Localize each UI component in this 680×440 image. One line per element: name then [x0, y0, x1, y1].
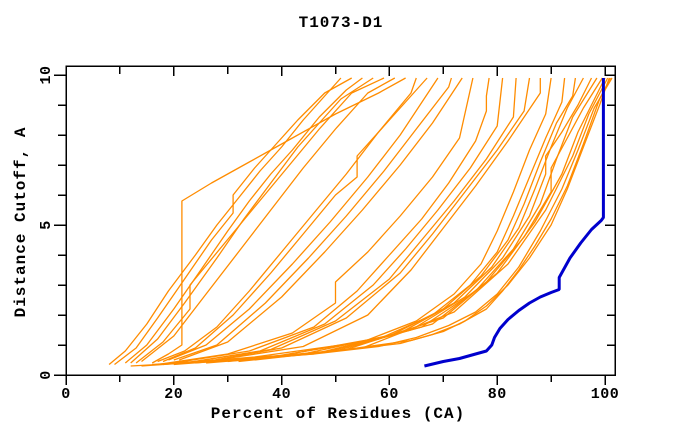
- model-22-curve: [195, 77, 584, 364]
- model-curves: [108, 77, 613, 368]
- highlighted-model-curve: [424, 78, 605, 368]
- model-14-curve: [173, 77, 490, 364]
- model-16-curve: [195, 77, 517, 363]
- model-03-curve: [124, 77, 363, 364]
- x-tick-label: 80: [488, 386, 507, 403]
- model-18-curve: [216, 78, 541, 361]
- model-01-curve: [108, 77, 342, 365]
- x-tick-label: 0: [61, 386, 71, 403]
- model-24-curve: [216, 77, 598, 363]
- model-27-curve: [254, 77, 609, 361]
- model-28-curve: [152, 77, 610, 366]
- model-12-curve: [178, 77, 463, 361]
- model-10-curve: [168, 77, 439, 361]
- model-02-curve: [114, 77, 353, 366]
- x-axis-label: Percent of Residues (CA): [211, 405, 465, 423]
- model-09-curve: [162, 77, 428, 363]
- model-17-curve: [205, 77, 531, 363]
- axes: 0 20 40 60 80 100 0 5 10: [38, 65, 619, 403]
- y-tick-label: 0: [38, 370, 55, 380]
- model-13-curve: [157, 77, 474, 366]
- y-tick-label: 5: [38, 220, 55, 230]
- y-axis-label: Distance Cutoff, A: [12, 127, 30, 318]
- model-05-curve: [135, 77, 385, 364]
- model-07-curve: [151, 77, 406, 364]
- x-tick-label: 20: [164, 386, 183, 403]
- model-15-curve: [184, 77, 504, 364]
- model-06-curve: [141, 77, 396, 363]
- model-30-curve: [130, 77, 613, 367]
- model-04-curve: [130, 77, 374, 364]
- y-tick-label: 10: [38, 65, 55, 84]
- model-26-curve: [238, 77, 606, 363]
- x-tick-label: 60: [380, 386, 399, 403]
- model-11-curve: [173, 77, 453, 361]
- model-08-curve: [157, 77, 417, 363]
- model-29-curve: [141, 77, 611, 367]
- chart-title: T1073-D1: [299, 14, 384, 32]
- x-tick-label: 40: [272, 386, 291, 403]
- x-tick-label: 100: [591, 386, 620, 403]
